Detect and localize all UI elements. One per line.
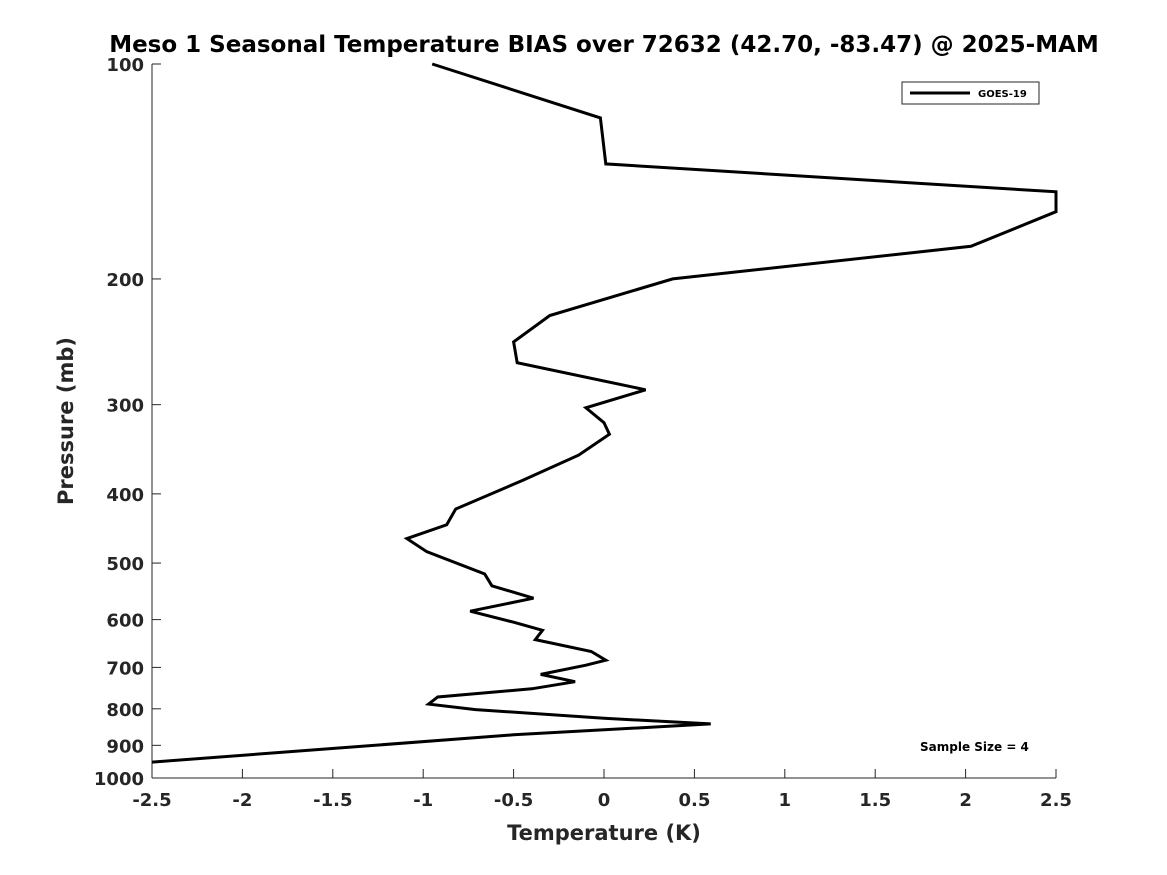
y-tick-label: 500	[106, 554, 144, 575]
y-tick-label: 1000	[94, 769, 144, 790]
y-tick-label: 400	[106, 485, 144, 506]
legend: GOES-19	[901, 81, 1040, 105]
legend-label-goes-19: GOES-19	[978, 89, 1027, 100]
x-tick-label: 0	[598, 790, 611, 811]
chart-title: Meso 1 Seasonal Temperature BIAS over 72…	[109, 32, 1099, 58]
y-ticks: 100 200 300 400 500 600 700 800 900 1000	[94, 55, 161, 790]
series-layer	[151, 62, 1058, 764]
x-tick-label: 2.5	[1040, 790, 1072, 811]
y-tick-label: 700	[106, 658, 144, 679]
y-tick-label: 600	[106, 611, 144, 632]
x-tick-label: 1.5	[859, 790, 891, 811]
y-tick-label: 100	[106, 55, 144, 76]
sample-size-annotation: Sample Size = 4	[920, 740, 1029, 754]
x-tick-label: -2	[232, 790, 252, 811]
series-line-goes-19	[151, 62, 1058, 764]
x-tick-label: 2	[959, 790, 972, 811]
y-tick-label: 300	[106, 396, 144, 417]
y-axis-label: Pressure (mb)	[54, 337, 78, 505]
x-axis-label: Temperature (K)	[507, 821, 701, 845]
x-tick-label: -2.5	[132, 790, 171, 811]
legend-box	[901, 81, 1040, 105]
y-tick-label: 200	[106, 270, 144, 291]
x-tick-label: 1	[779, 790, 792, 811]
y-tick-label: 900	[106, 736, 144, 757]
x-tick-label: -1	[413, 790, 433, 811]
x-ticks: -2.5 -2 -1.5 -1 -0.5 0 0.5 1 1.5 2 2.5	[132, 769, 1072, 811]
x-tick-label: -0.5	[494, 790, 533, 811]
y-tick-label: 800	[106, 700, 144, 721]
x-tick-label: 0.5	[678, 790, 710, 811]
x-tick-label: -1.5	[313, 790, 352, 811]
